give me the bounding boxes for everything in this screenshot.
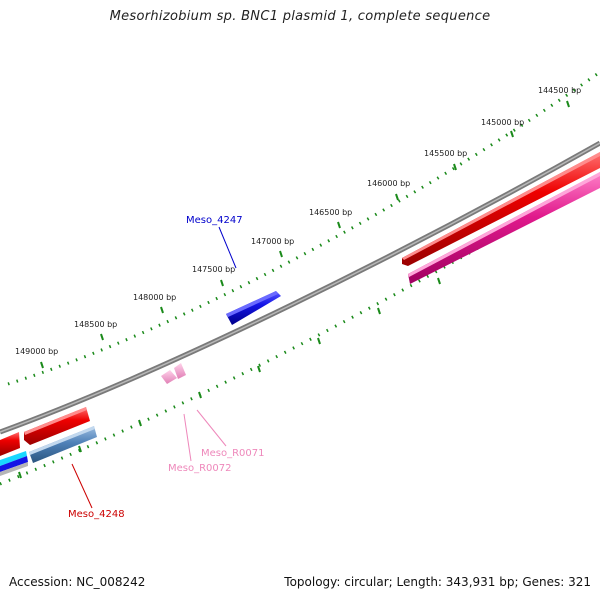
tick-label-149000: 149000 bp (15, 347, 58, 356)
tick-label-145500: 145500 bp (424, 149, 467, 158)
tick-label-146500: 146500 bp (309, 208, 352, 217)
tick-label-147000: 147000 bp (251, 237, 294, 246)
tick-label-144500: 144500 bp (538, 86, 581, 95)
gene-meso-r0072[interactable] (161, 370, 177, 384)
label-meso-4248: Meso_4248 (68, 509, 125, 520)
label-leader-meso-4247 (218, 226, 237, 269)
outer-tick-ring (7, 70, 600, 386)
label-leader-meso-r0071 (196, 409, 227, 447)
tick-labels: 144500 bp 145000 bp 145500 bp 146000 bp … (15, 86, 581, 369)
tick-label-147500: 147500 bp (192, 265, 235, 274)
gene-red-left-a[interactable] (0, 432, 20, 456)
map-title: Mesorhizobium sp. BNC1 plasmid 1, comple… (109, 9, 491, 24)
label-meso-r0071: Meso_R0071 (201, 448, 265, 459)
gene-cyan-left[interactable] (0, 451, 28, 476)
gene-red-right[interactable] (402, 152, 600, 266)
gene-meso-4247[interactable] (226, 291, 281, 325)
tick-label-146000: 146000 bp (367, 179, 410, 188)
tick-label-145000: 145000 bp (481, 118, 524, 127)
gene-meso-r0071[interactable] (174, 363, 186, 379)
gene-meso-4248[interactable] (24, 407, 90, 445)
label-meso-4247: Meso_4247 (186, 215, 243, 226)
label-meso-r0072: Meso_R0072 (168, 463, 232, 474)
label-leader-meso-4248 (71, 463, 93, 509)
tick-label-148000: 148000 bp (133, 293, 176, 302)
gene-pink-right[interactable] (408, 172, 600, 284)
tick-label-148500: 148500 bp (74, 320, 117, 329)
accession-text: Accession: NC_008242 (9, 575, 146, 589)
plasmid-backbone (0, 140, 600, 435)
genome-summary-text: Topology: circular; Length: 343,931 bp; … (284, 575, 591, 589)
inner-tick-ring (0, 173, 600, 486)
label-leader-meso-r0072 (183, 413, 192, 462)
gene-steelblue-left[interactable] (29, 426, 97, 463)
